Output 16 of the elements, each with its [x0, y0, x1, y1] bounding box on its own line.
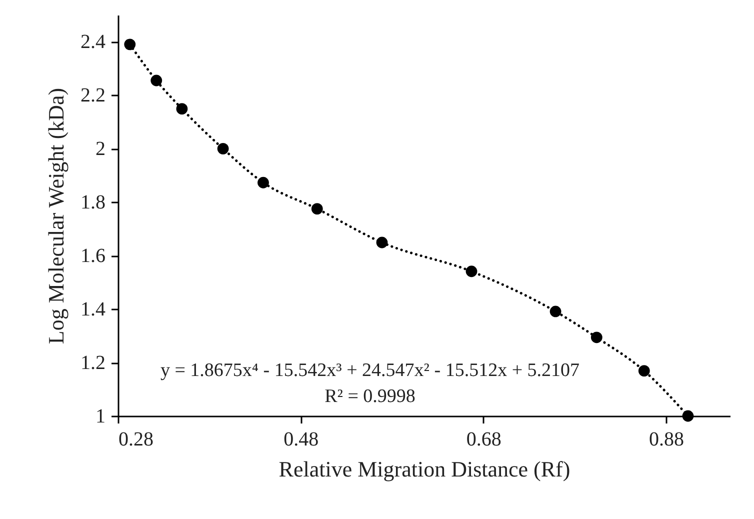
- y-axis-title: Log Molecular Weight (kDa): [44, 88, 68, 344]
- y-tick-label: 1: [96, 406, 106, 428]
- y-tick-label: 2.4: [80, 31, 106, 54]
- y-tick-label: 2.2: [80, 84, 106, 107]
- y-tick-label: 1.6: [80, 245, 106, 268]
- x-tick-label: 0.88: [649, 428, 684, 450]
- x-tick-label: 0.48: [284, 428, 319, 450]
- annotation: R² = 0.9998: [324, 386, 416, 407]
- x-tick-label: 0.68: [466, 428, 502, 450]
- x-axis-title: Relative Migration Distance (Rf): [278, 456, 570, 482]
- y-tick-label: 1.8: [80, 192, 106, 214]
- annotation: y = 1.8675x⁴ - 15.542x³ + 24.547x² - 15.512x + 5.2107: [160, 360, 580, 381]
- y-tick-label: 2: [96, 138, 106, 160]
- y-tick-label: 1.4: [80, 298, 106, 321]
- x-tick-label: 0.28: [118, 428, 154, 450]
- y-tick-label: 1.2: [80, 352, 106, 374]
